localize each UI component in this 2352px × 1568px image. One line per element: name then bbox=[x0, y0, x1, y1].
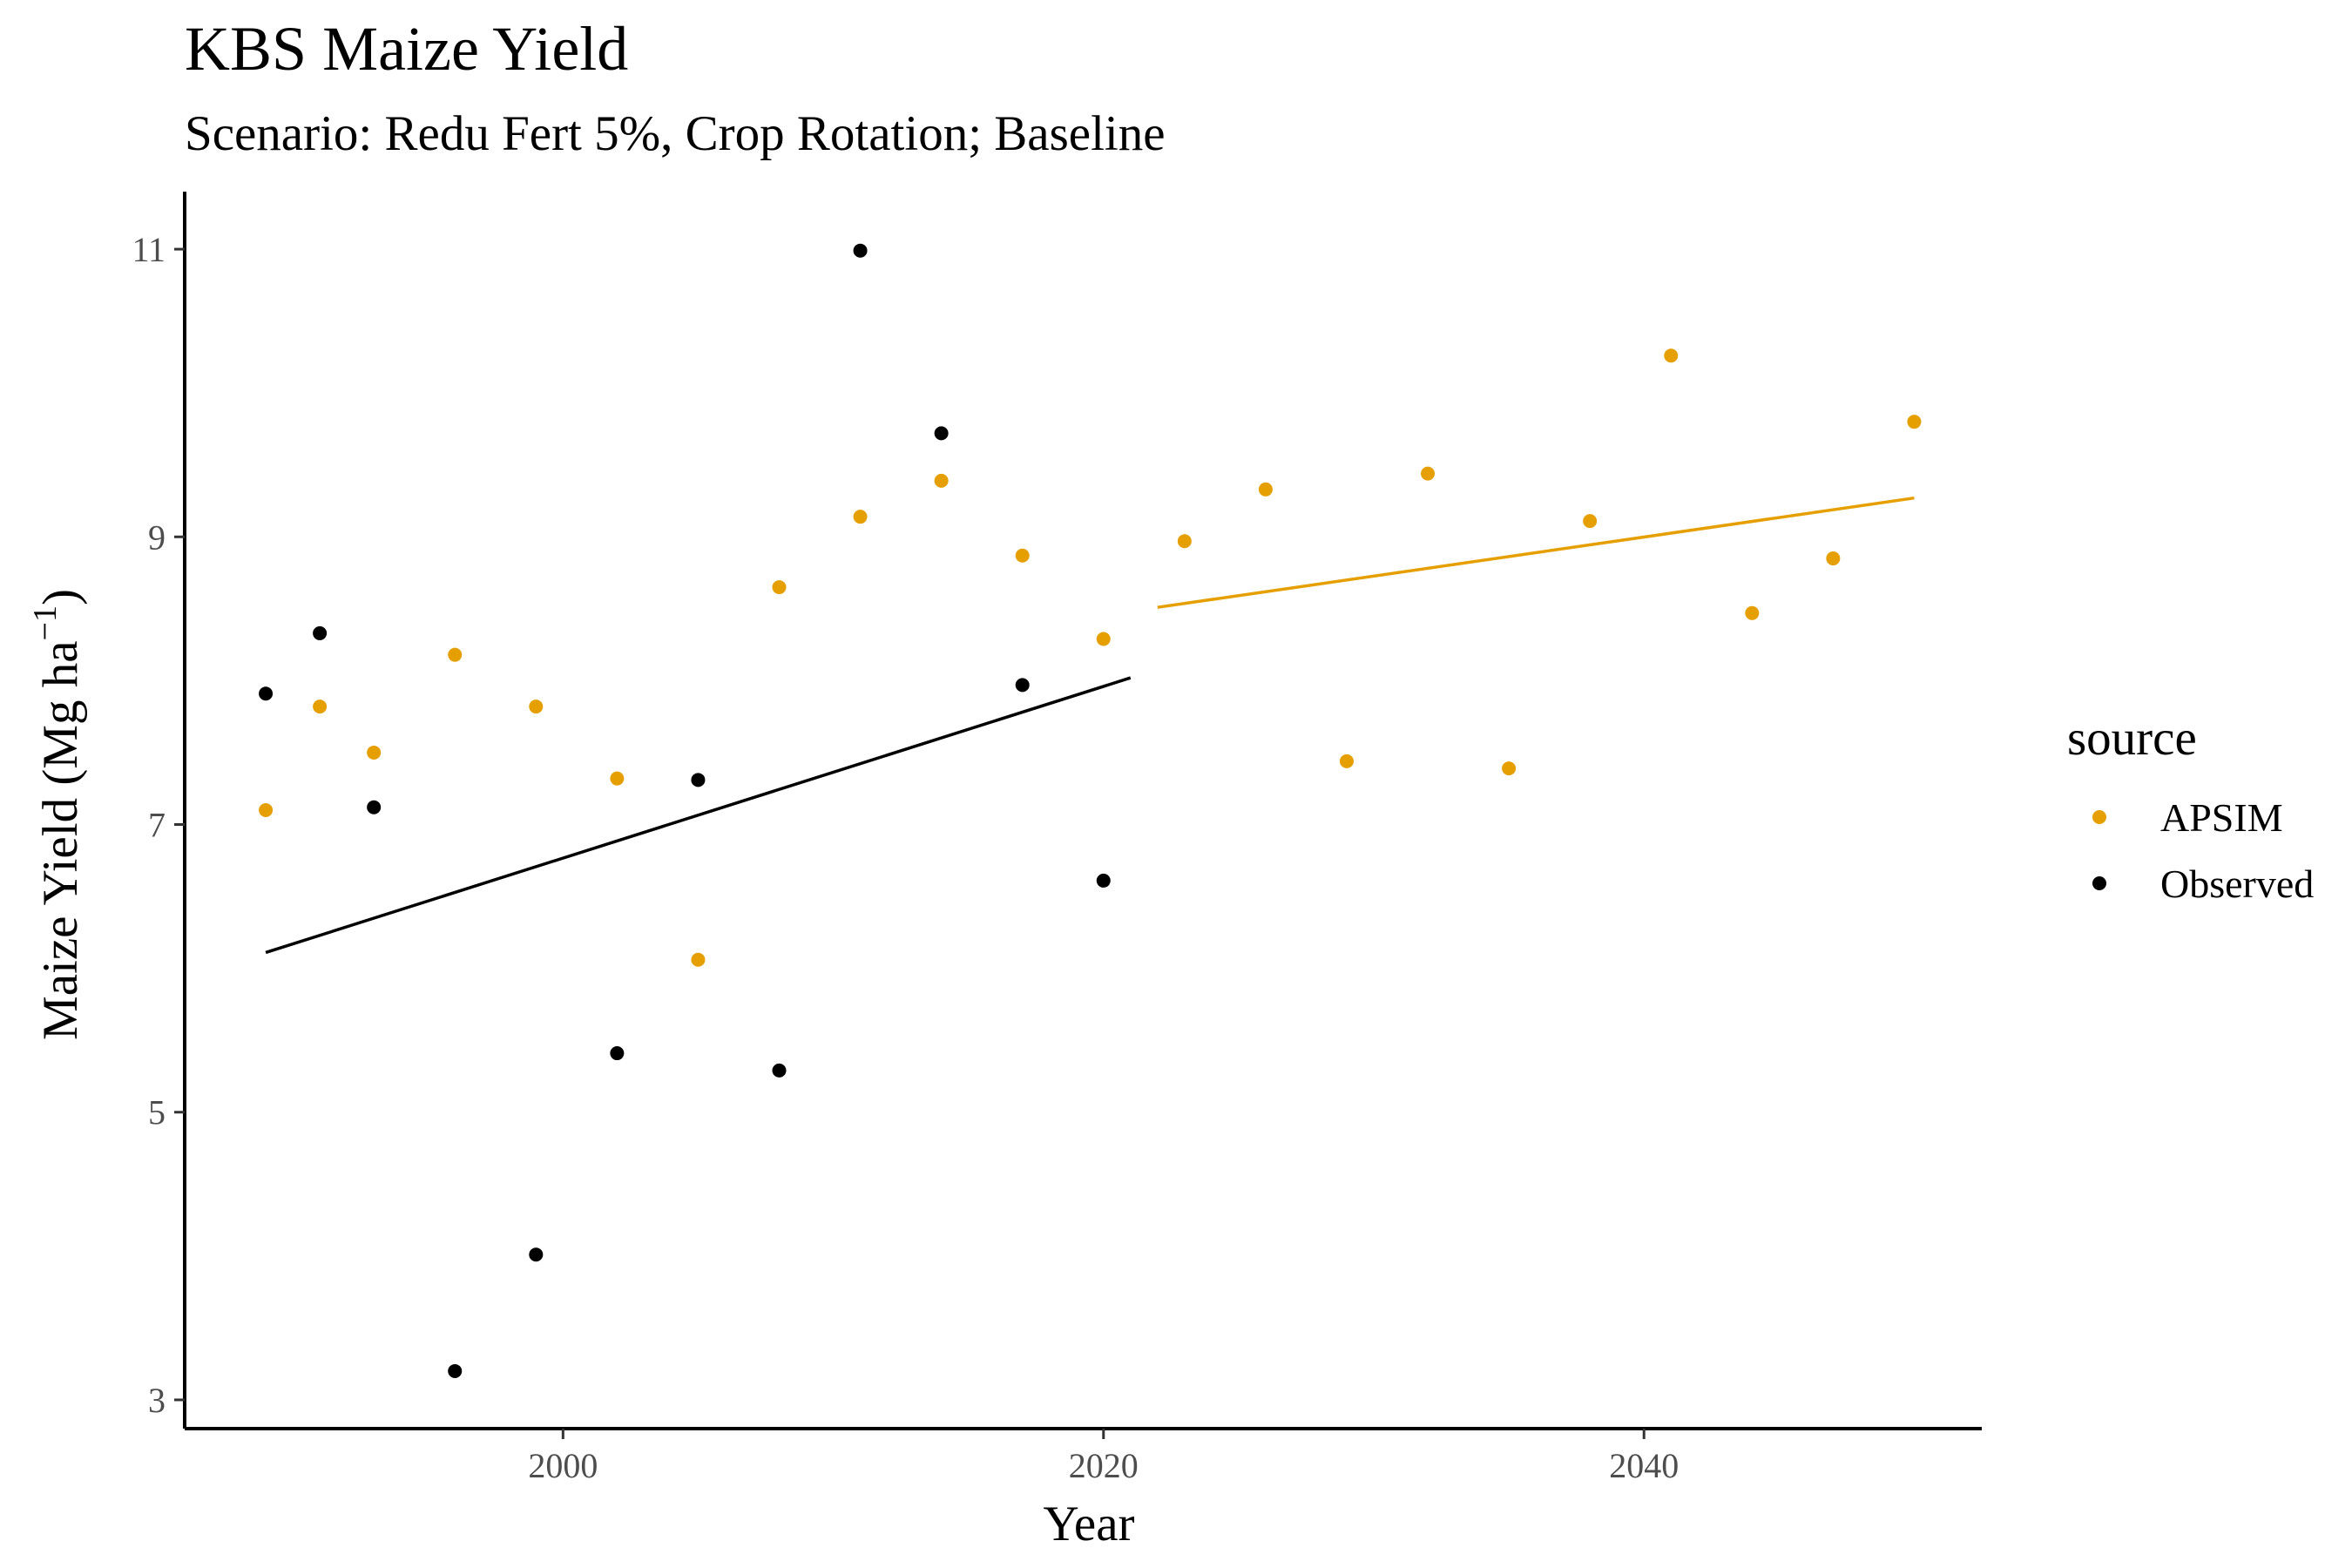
x-axis-ticks: 2000 2020 2040 bbox=[528, 1429, 1679, 1485]
point-observed bbox=[610, 1046, 625, 1061]
point-observed bbox=[313, 625, 328, 640]
point-apsim bbox=[1583, 514, 1598, 529]
legend-label-observed: Observed bbox=[2160, 862, 2314, 906]
point-apsim bbox=[1015, 548, 1030, 563]
x-tick-label: 2000 bbox=[528, 1446, 598, 1485]
y-axis-title-close: ) bbox=[33, 589, 88, 605]
point-apsim bbox=[691, 952, 706, 967]
point-apsim bbox=[853, 510, 868, 524]
point-apsim bbox=[1339, 754, 1354, 768]
point-apsim bbox=[1421, 466, 1436, 481]
point-apsim bbox=[1826, 551, 1841, 566]
point-apsim bbox=[772, 580, 787, 595]
point-observed bbox=[934, 426, 949, 441]
legend-items: APSIM Observed bbox=[2092, 795, 2314, 906]
point-observed bbox=[448, 1363, 463, 1378]
y-tick-label: 11 bbox=[132, 230, 166, 269]
data-points bbox=[259, 243, 1922, 1378]
point-apsim bbox=[313, 700, 328, 714]
y-axis-title-superscript: −1 bbox=[27, 605, 64, 640]
point-observed bbox=[1096, 873, 1111, 888]
y-tick-label: 5 bbox=[148, 1093, 166, 1132]
axes: 2000 2020 2040 3 5 7 9 11 bbox=[132, 192, 1982, 1485]
trend-line-observed bbox=[265, 676, 1132, 955]
point-observed bbox=[1015, 678, 1030, 693]
legend-key-apsim bbox=[2092, 810, 2106, 824]
point-apsim bbox=[259, 803, 274, 817]
y-tick-label: 9 bbox=[148, 517, 166, 557]
point-apsim bbox=[529, 700, 544, 714]
point-apsim bbox=[934, 473, 949, 488]
chart-subtitle: Scenario: Redu Fert 5%, Crop Rotation; B… bbox=[185, 106, 1166, 161]
point-apsim bbox=[1096, 632, 1111, 646]
y-axis-title-main: Maize Yield (Mg ha bbox=[33, 640, 88, 1040]
point-observed bbox=[259, 686, 274, 701]
y-axis-title: Maize Yield (Mg ha−1) bbox=[27, 589, 88, 1040]
x-tick-label: 2020 bbox=[1069, 1446, 1139, 1485]
point-apsim bbox=[1177, 534, 1192, 549]
y-tick-label: 3 bbox=[148, 1381, 166, 1420]
legend: source APSIM Observed bbox=[2067, 711, 2314, 906]
point-apsim bbox=[448, 647, 463, 662]
point-observed bbox=[853, 243, 868, 258]
x-tick-label: 2040 bbox=[1609, 1446, 1679, 1485]
plot-area bbox=[259, 243, 1922, 1378]
point-apsim bbox=[1502, 761, 1517, 776]
trend-lines bbox=[265, 496, 1915, 955]
point-observed bbox=[772, 1063, 787, 1078]
y-axis-ticks: 3 5 7 9 11 bbox=[132, 230, 185, 1420]
point-observed bbox=[367, 800, 382, 814]
legend-key-observed bbox=[2092, 876, 2106, 890]
trend-line-apsim bbox=[1157, 496, 1915, 609]
point-apsim bbox=[367, 745, 382, 760]
chart-title: KBS Maize Yield bbox=[185, 14, 628, 84]
point-apsim bbox=[1258, 482, 1273, 497]
point-apsim bbox=[610, 771, 625, 786]
y-tick-label: 7 bbox=[148, 806, 166, 845]
point-apsim bbox=[1907, 415, 1922, 429]
legend-title: source bbox=[2067, 711, 2197, 766]
point-observed bbox=[691, 773, 706, 787]
point-apsim bbox=[1745, 605, 1760, 620]
x-axis-title: Year bbox=[1043, 1497, 1134, 1551]
point-apsim bbox=[1664, 348, 1679, 363]
point-observed bbox=[529, 1247, 544, 1262]
legend-label-apsim: APSIM bbox=[2160, 795, 2283, 840]
